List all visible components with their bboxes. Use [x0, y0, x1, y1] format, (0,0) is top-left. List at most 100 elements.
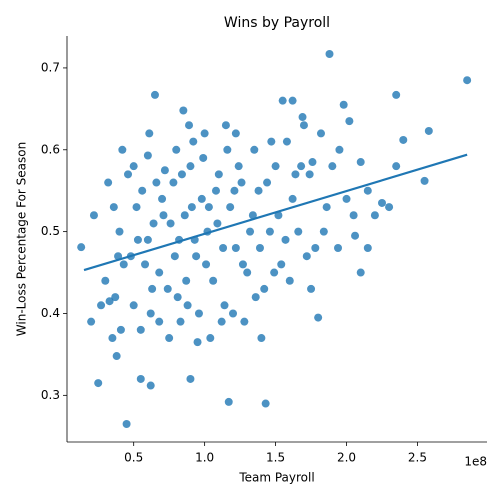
point [115, 227, 124, 236]
point [192, 252, 201, 261]
point [322, 203, 331, 212]
point [240, 317, 249, 326]
point [165, 334, 174, 343]
point [182, 276, 191, 285]
point [261, 399, 270, 408]
point [302, 252, 311, 261]
y-tick-label: 0.5 [41, 224, 60, 238]
point [231, 244, 240, 253]
point [136, 325, 145, 334]
point [424, 126, 433, 135]
point [143, 151, 152, 160]
point [149, 219, 158, 228]
point [220, 301, 229, 310]
point [118, 145, 127, 154]
point [143, 235, 152, 244]
point [221, 121, 230, 130]
point [248, 211, 257, 220]
point [282, 137, 291, 146]
point [263, 178, 272, 187]
point [173, 293, 182, 302]
point [146, 309, 155, 318]
point [104, 178, 113, 187]
point [77, 243, 86, 252]
point [224, 397, 233, 406]
point [223, 145, 232, 154]
point [277, 260, 286, 269]
point [307, 284, 316, 293]
point [122, 419, 131, 428]
point [328, 162, 337, 171]
point [378, 198, 386, 207]
point [271, 162, 280, 171]
point [230, 186, 239, 195]
point [255, 244, 264, 253]
point [319, 227, 328, 236]
point [101, 276, 110, 285]
point [351, 231, 360, 240]
point [254, 186, 263, 195]
point [94, 379, 103, 388]
point [288, 194, 297, 203]
chart-title: Wins by Payroll [224, 15, 330, 31]
point [206, 334, 215, 343]
point [219, 244, 228, 253]
point [129, 162, 138, 171]
point [172, 145, 181, 154]
point [97, 301, 106, 310]
point [270, 268, 279, 277]
regression-line [83, 153, 468, 272]
y-tick-label: 0.3 [41, 388, 60, 402]
x-offset-label: 1e8 [464, 455, 487, 469]
point [152, 178, 161, 187]
point [265, 227, 274, 236]
x-axis-label: Team Payroll [238, 471, 314, 485]
point [89, 211, 98, 220]
point [146, 381, 155, 390]
point [124, 170, 133, 179]
point [119, 260, 128, 269]
point [111, 293, 120, 302]
point [243, 268, 252, 277]
point [251, 293, 260, 302]
point [281, 235, 290, 244]
point [314, 313, 323, 322]
point [132, 203, 141, 212]
point [392, 162, 401, 171]
point [229, 309, 238, 318]
point [133, 235, 142, 244]
point [200, 129, 209, 138]
y-tick-label: 0.7 [41, 60, 60, 74]
point [325, 50, 334, 59]
point [170, 252, 179, 261]
point [299, 121, 308, 130]
point [356, 268, 365, 277]
point [194, 309, 203, 318]
point [363, 186, 372, 195]
point [185, 121, 194, 130]
point [238, 260, 247, 269]
point [335, 145, 344, 154]
point [141, 260, 150, 269]
point [211, 186, 220, 195]
point [186, 162, 195, 171]
point [288, 96, 297, 105]
point [166, 219, 175, 228]
x-tick-label: 2.5 [408, 451, 427, 465]
point [160, 166, 169, 175]
y-tick-label: 0.6 [41, 142, 60, 156]
point [334, 244, 343, 253]
point [108, 334, 117, 343]
point [308, 158, 317, 167]
point [197, 194, 206, 203]
point [260, 284, 269, 293]
point [339, 100, 348, 109]
point [199, 153, 208, 162]
point [294, 227, 303, 236]
point [109, 203, 118, 212]
point [116, 325, 125, 334]
point [169, 178, 178, 187]
point [234, 162, 243, 171]
point [159, 211, 168, 220]
